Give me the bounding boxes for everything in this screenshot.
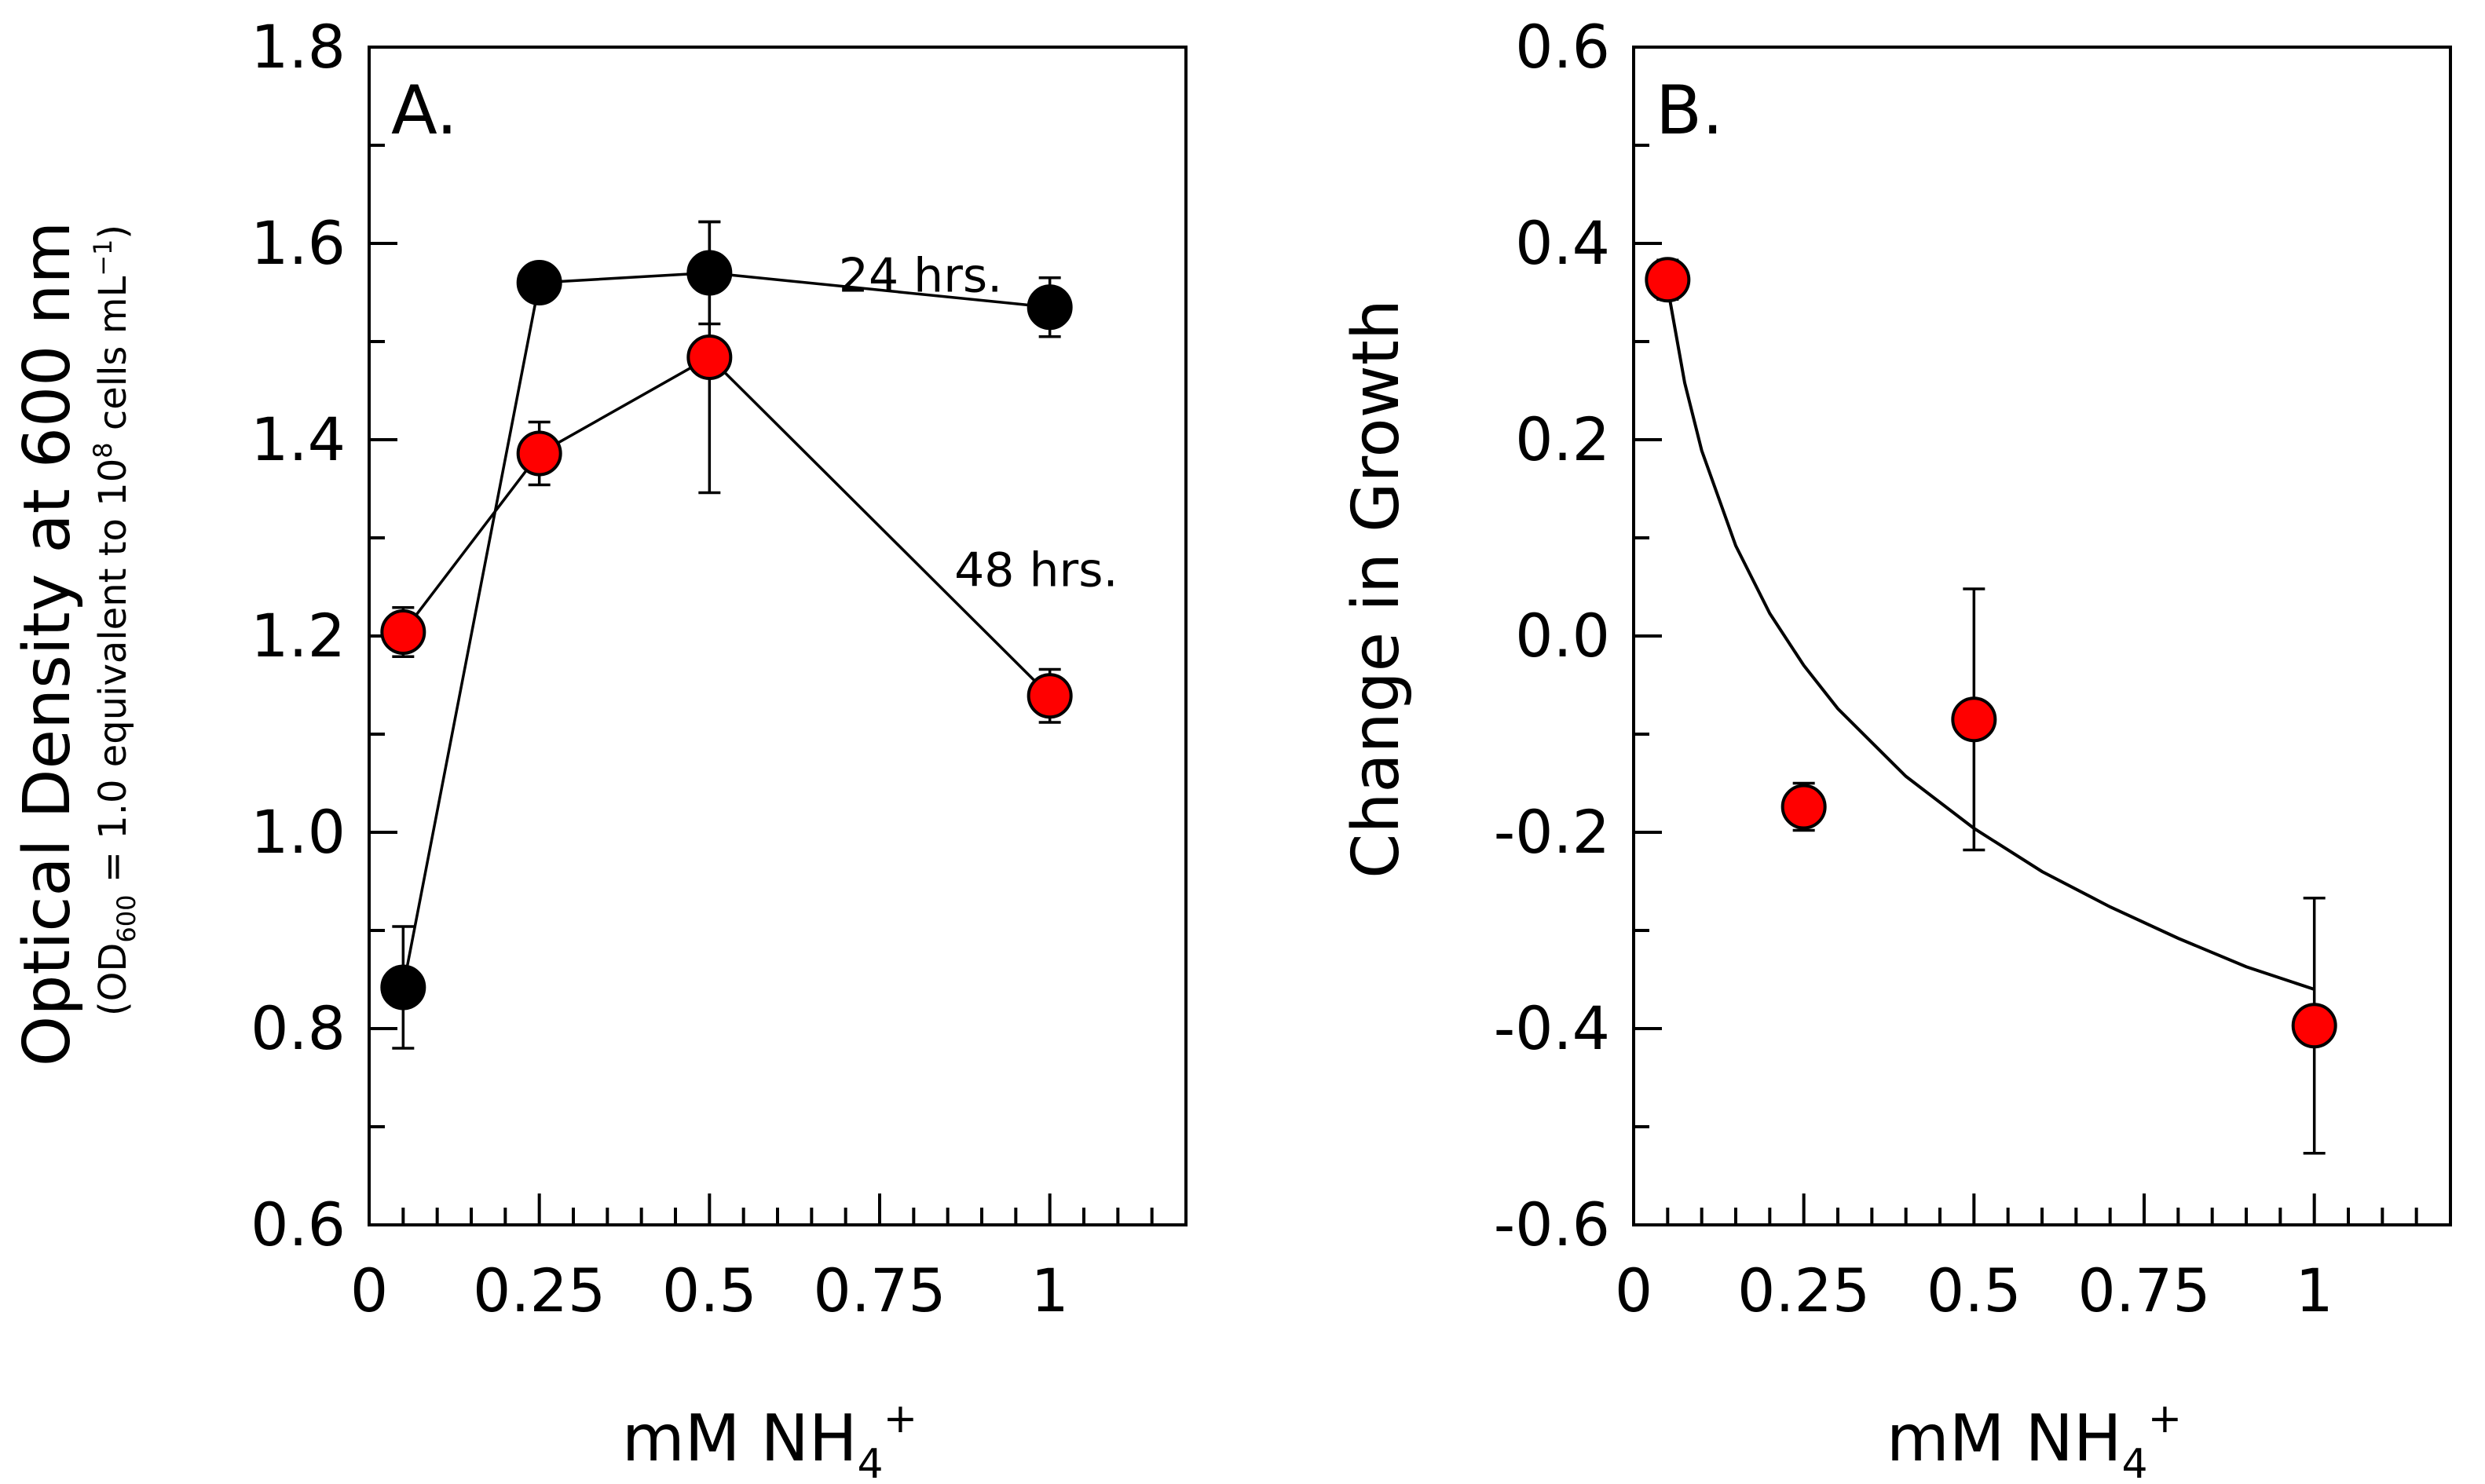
series-line (401, 271, 1050, 988)
y-axis-label: Optical Density at 600 nm (10, 221, 85, 1066)
series-label: 48 hrs. (954, 543, 1118, 598)
y-tick-label: 1.6 (251, 208, 346, 278)
x-tick-label: 0.75 (813, 1256, 946, 1325)
panel-label: A. (391, 71, 458, 150)
fit-curve (1666, 287, 2315, 991)
data-point (686, 334, 733, 380)
data-point (516, 260, 562, 305)
x-tick-label: 0.75 (2077, 1256, 2210, 1325)
data-point (1027, 673, 1073, 719)
panel-label: B. (1656, 71, 1723, 150)
y-tick-label: -0.2 (1494, 797, 1610, 867)
data-point (380, 609, 426, 655)
data-point (1027, 284, 1073, 331)
x-tick-label: 0.25 (473, 1256, 606, 1325)
y-tick-label: -0.4 (1494, 993, 1610, 1063)
data-point (1951, 696, 1997, 743)
y-tick-label: 0.6 (1515, 12, 1610, 82)
data-point (2291, 1003, 2337, 1049)
data-point (516, 430, 562, 477)
plot-frame (368, 46, 1188, 1226)
series-24-hrs: 24 hrs. (380, 220, 1073, 1050)
panel-b: 0 0.25 0.5 0.75 1 -0.6 -0.4 -0.2 0.0 0.2 0.4 0.6 B. m… (1339, 12, 2452, 1484)
x-tick-label: 1 (2295, 1256, 2333, 1325)
panel-a: 0 0.25 0.5 0.75 1 0.6 0.8 1.0 1.2 1.4 1.6 1.8 A. mM N… (10, 12, 1188, 1484)
y-axis-label: Change in Growth (1339, 299, 1414, 879)
y-axis-sublabel: (OD600 = 1.0 equivalent to 108 cells mL−… (88, 225, 141, 1016)
y-tick-label: 0.2 (1515, 404, 1610, 474)
x-axis-label: mM NH4+ (622, 1395, 917, 1480)
x-axis-label: mM NH4+ (1887, 1395, 2182, 1480)
series-0 (1645, 257, 2337, 1155)
x-tick-label: 1 (1030, 1256, 1068, 1325)
series-line (401, 355, 1051, 697)
y-tick-label: 0.0 (1515, 601, 1610, 671)
data-point (1645, 257, 1691, 303)
plot-frame (1632, 46, 2452, 1226)
y-tick-label: 1.8 (251, 12, 346, 82)
x-tick-label: 0.5 (1927, 1256, 2022, 1325)
x-tick-label: 0 (1615, 1256, 1652, 1325)
y-tick-label: 0.4 (1515, 208, 1610, 278)
series-48-hrs: 48 hrs. (380, 220, 1118, 724)
y-tick-label: 0.8 (251, 993, 346, 1063)
x-tick-label: 0.25 (1737, 1256, 1870, 1325)
x-tick-label: 0 (350, 1256, 388, 1325)
series-label: 24 hrs. (839, 249, 1002, 304)
data-point (380, 964, 426, 1011)
y-tick-label: 1.0 (251, 797, 346, 867)
data-point (1780, 784, 1827, 830)
x-tick-label: 0.5 (662, 1256, 757, 1325)
y-tick-label: -0.6 (1494, 1190, 1610, 1259)
y-tick-label: 1.4 (251, 404, 346, 474)
y-tick-label: 1.2 (251, 601, 346, 671)
y-tick-label: 0.6 (251, 1190, 346, 1259)
